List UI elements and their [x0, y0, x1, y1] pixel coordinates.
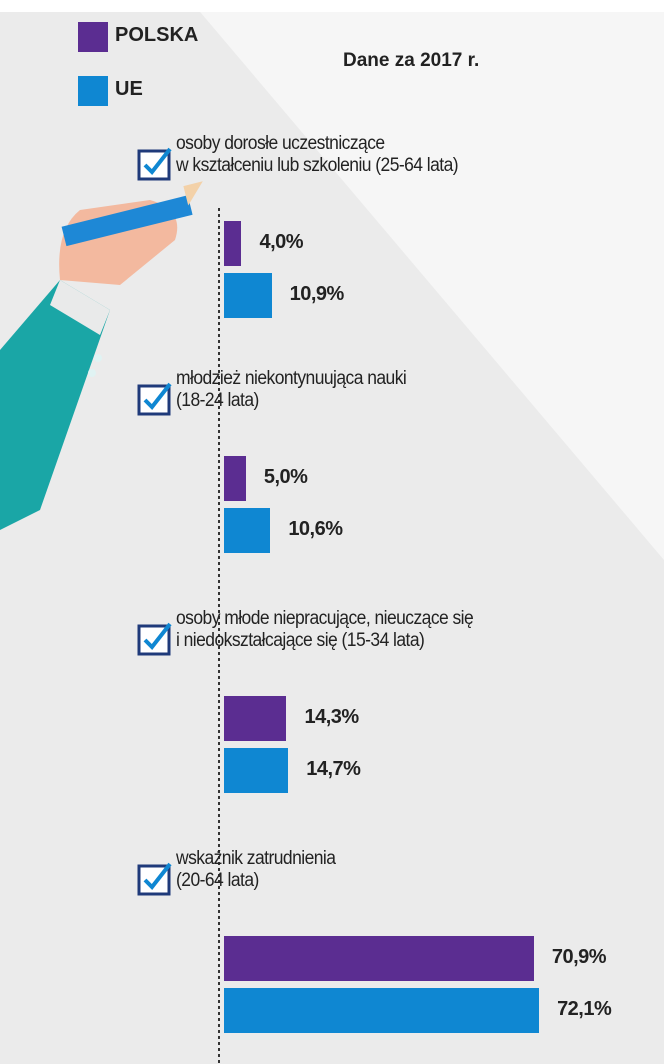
value-label: 70,9% [551, 946, 607, 968]
checkbox-icon [137, 382, 172, 416]
value-label: 10,9% [289, 283, 345, 305]
category-label: wskaźnik zatrudnienia (20-64 lata) [176, 848, 336, 891]
value-label: 14,7% [306, 758, 361, 780]
bar [224, 273, 272, 318]
checkbox-icon [137, 862, 172, 896]
legend-swatch [78, 22, 108, 52]
legend-swatch [78, 76, 108, 106]
value-label: 4,0% [259, 231, 304, 253]
checkbox-icon [137, 622, 172, 656]
bar [224, 456, 246, 501]
legend-label: POLSKA [115, 24, 199, 46]
bar [224, 221, 242, 266]
category-label: młodzież niekontynuująca nauki (18-24 la… [176, 368, 407, 411]
value-label: 72,1% [557, 998, 612, 1020]
bar [224, 748, 289, 793]
legend-label: UE [115, 78, 143, 100]
checkbox-icon [137, 147, 172, 181]
bar [224, 936, 534, 981]
category-label: osoby młode niepracujące, nieuczące się … [176, 608, 474, 651]
subtitle: Dane za 2017 r. [343, 50, 480, 71]
value-label: 10,6% [288, 518, 343, 540]
value-label: 14,3% [304, 706, 359, 728]
bar [224, 508, 271, 553]
bar [224, 696, 287, 741]
category-label: osoby dorosłe uczestniczące w kształceni… [176, 133, 459, 176]
bar [224, 988, 540, 1033]
value-label: 5,0% [263, 466, 308, 488]
